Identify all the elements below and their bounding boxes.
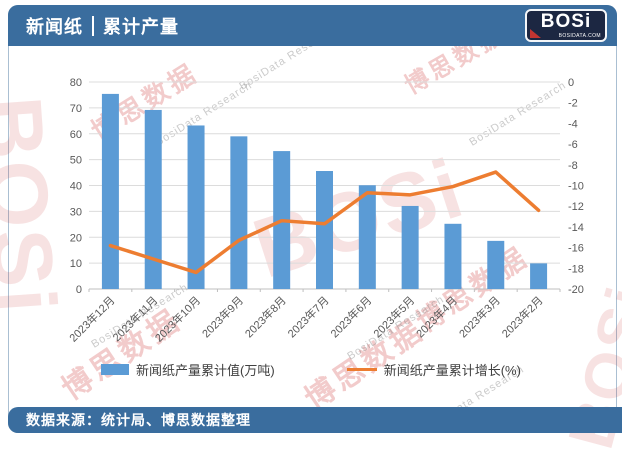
right-axis-tick-label: -18 bbox=[568, 263, 584, 275]
right-axis-tick-label: -6 bbox=[568, 139, 578, 151]
left-axis-tick-label: 30 bbox=[70, 206, 82, 218]
left-axis-tick-label: 0 bbox=[76, 284, 82, 296]
right-axis-tick-label: -14 bbox=[568, 222, 584, 234]
bosi-logo-triangle-icon bbox=[530, 29, 541, 38]
bar-series-label: 新闻纸产量累计值(万吨) bbox=[136, 363, 275, 378]
title-product: 新闻纸 bbox=[26, 16, 83, 37]
left-axis-tick-label: 70 bbox=[70, 103, 82, 115]
x-axis-label: 2023年8月 bbox=[242, 293, 289, 340]
right-axis-tick-label: -4 bbox=[568, 118, 578, 130]
data-source-text: 数据来源：统计局、博思数据整理 bbox=[26, 412, 251, 428]
bar bbox=[358, 185, 376, 289]
left-axis-tick-label: 10 bbox=[70, 258, 82, 270]
bar bbox=[101, 93, 119, 289]
right-axis-tick-label: -2 bbox=[568, 98, 578, 110]
chart-legend: 新闻纸产量累计值(万吨) 新闻纸产量累计增长(%) bbox=[0, 360, 622, 379]
header-bar: 新闻纸 累计产量 BOSi BOSIDATA.COM bbox=[8, 5, 617, 46]
bar bbox=[230, 136, 248, 289]
bar bbox=[444, 223, 462, 289]
x-axis-label: 2023年2月 bbox=[499, 293, 546, 340]
left-axis-tick-label: 60 bbox=[70, 129, 82, 141]
line-series-label: 新闻纸产量累计增长(%) bbox=[383, 363, 521, 378]
right-axis-tick-label: -16 bbox=[568, 243, 584, 255]
left-axis-tick-label: 40 bbox=[70, 181, 82, 193]
page-title: 新闻纸 累计产量 bbox=[26, 13, 179, 39]
bar-series-swatch bbox=[101, 364, 130, 375]
x-axis-label: 2023年12月 bbox=[66, 293, 117, 344]
right-axis-tick-label: 0 bbox=[568, 77, 574, 89]
right-axis-tick-label: -12 bbox=[568, 201, 584, 213]
x-axis-label: 2023年3月 bbox=[456, 293, 503, 340]
x-axis-label: 2023年7月 bbox=[285, 293, 332, 340]
title-metric: 累计产量 bbox=[103, 16, 179, 37]
title-divider bbox=[92, 15, 94, 36]
left-axis-tick-label: 80 bbox=[70, 77, 82, 89]
bar bbox=[316, 171, 333, 289]
right-axis-tick-label: -10 bbox=[568, 181, 584, 193]
legend-item-bar-series: 新闻纸产量累计值(万吨) bbox=[101, 360, 275, 379]
x-axis-label: 2023年9月 bbox=[199, 293, 246, 340]
combo-chart: 0 10 20 30 40 50 60 70 80 0 -2 -4 -6 -8 -10 -12 -14 -16 -1… bbox=[66, 77, 584, 345]
left-axis-tick-label: 20 bbox=[70, 232, 82, 244]
bosi-logo-domain: BOSIDATA.COM bbox=[558, 33, 601, 39]
line-series-swatch bbox=[346, 368, 377, 371]
x-axis-label: 2023年10月 bbox=[152, 293, 203, 344]
left-axis-tick-label: 50 bbox=[70, 155, 82, 167]
right-axis-tick-label: -8 bbox=[568, 160, 578, 172]
growth-line bbox=[108, 170, 541, 275]
x-axis-label: 2023年5月 bbox=[370, 293, 417, 340]
bar bbox=[487, 240, 505, 289]
bar bbox=[401, 205, 419, 289]
footer-bar: 数据来源：统计局、博思数据整理 bbox=[8, 407, 622, 433]
bosi-logo: BOSi BOSIDATA.COM bbox=[525, 9, 607, 42]
bar bbox=[530, 263, 548, 289]
bosi-logo-text: BOSi bbox=[540, 11, 592, 32]
bar bbox=[187, 125, 205, 289]
right-axis-tick-label: -20 bbox=[568, 284, 584, 296]
legend-item-line-series: 新闻纸产量累计增长(%) bbox=[346, 360, 521, 379]
bar bbox=[144, 109, 162, 289]
x-axis-label: 2023年6月 bbox=[327, 293, 374, 340]
x-axis-label: 2023年4月 bbox=[413, 293, 460, 340]
